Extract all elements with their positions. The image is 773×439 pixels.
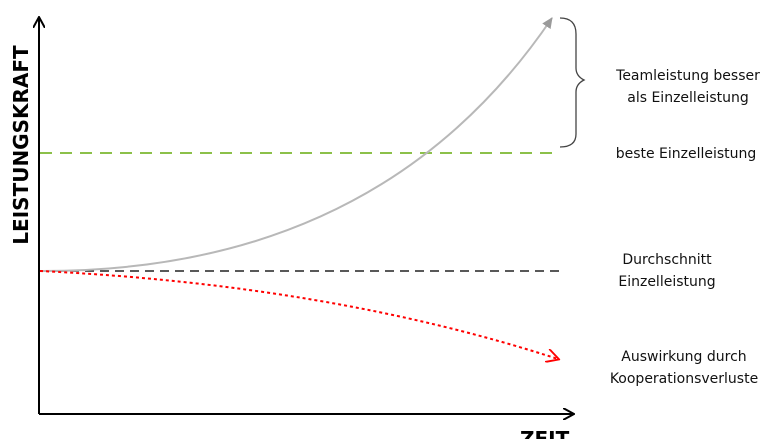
team-performance-curve bbox=[39, 17, 553, 273]
team-better-label-line1: Teamleistung besser bbox=[615, 68, 760, 84]
best-individual-label: beste Einzelleistung bbox=[616, 146, 757, 162]
x-axis-title: ZEIT bbox=[520, 427, 570, 439]
curly-brace bbox=[559, 17, 586, 148]
y-axis-title: LEISTUNGSKRAFT bbox=[9, 45, 33, 245]
cooperation-loss-label-line2: Kooperationsverluste bbox=[610, 371, 758, 387]
average-individual-label-line2: Einzelleistung bbox=[618, 274, 715, 290]
average-individual-label-line1: Durchschnitt bbox=[622, 252, 712, 268]
cooperation-loss-curve bbox=[39, 270, 558, 359]
team-better-label-line2: als Einzelleistung bbox=[627, 90, 748, 106]
cooperation-loss-label-line1: Auswirkung durch bbox=[621, 349, 746, 365]
